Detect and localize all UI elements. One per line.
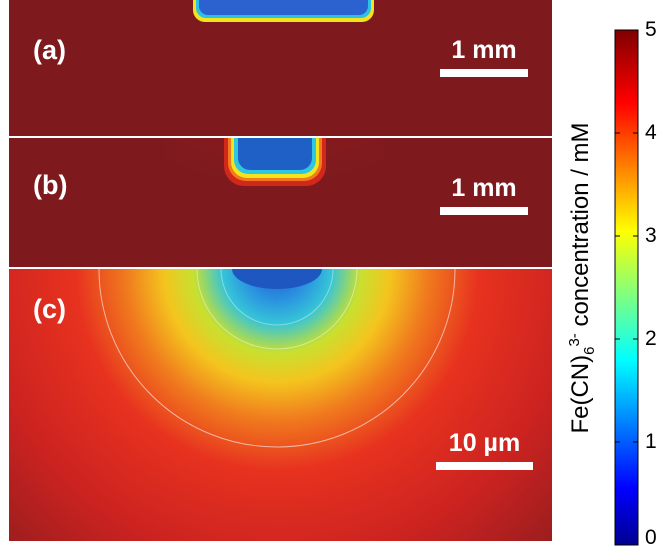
panel-a-label: (a) xyxy=(33,35,66,65)
colorbar-tick-label: 5 xyxy=(645,18,657,41)
panel-c: (c) 10 µm xyxy=(9,269,552,541)
panel-a-scale-label: 1 mm xyxy=(451,36,517,64)
colorbar-title-sub: 6 xyxy=(580,346,598,355)
panel-b-scale-label: 1 mm xyxy=(451,174,517,202)
panel-c-scale-bar: 10 µm xyxy=(436,431,533,470)
panel-b-label: (b) xyxy=(33,170,68,200)
panel-c-scale-label: 10 µm xyxy=(448,429,521,457)
panel-c-label: (c) xyxy=(33,294,66,324)
colorbar-tick-label: 3 xyxy=(645,224,657,247)
colorbar-gradient xyxy=(614,29,639,546)
colorbar-tick-label: 0 xyxy=(645,526,657,549)
colorbar-tick-label: 4 xyxy=(645,121,657,144)
colorbar-tick-label: 1 xyxy=(645,430,657,453)
panel-a-field xyxy=(9,0,552,136)
panel-b-scale-bar: 1 mm xyxy=(440,176,528,215)
panel-a-scale-bar: 1 mm xyxy=(440,38,528,77)
colorbar-tick-label: 2 xyxy=(645,327,657,350)
colorbar-ticks xyxy=(615,29,638,546)
panel-a: (a) 1 mm xyxy=(9,0,552,136)
panel-b: (b) 1 mm xyxy=(9,138,552,267)
panel-c-field xyxy=(9,269,552,541)
colorbar-title-main: Fe(CN) xyxy=(567,354,595,434)
colorbar-title-sup: 3- xyxy=(566,333,584,347)
panel-b-field xyxy=(9,138,552,267)
colorbar-title-rest: concentration / mM xyxy=(567,122,595,334)
